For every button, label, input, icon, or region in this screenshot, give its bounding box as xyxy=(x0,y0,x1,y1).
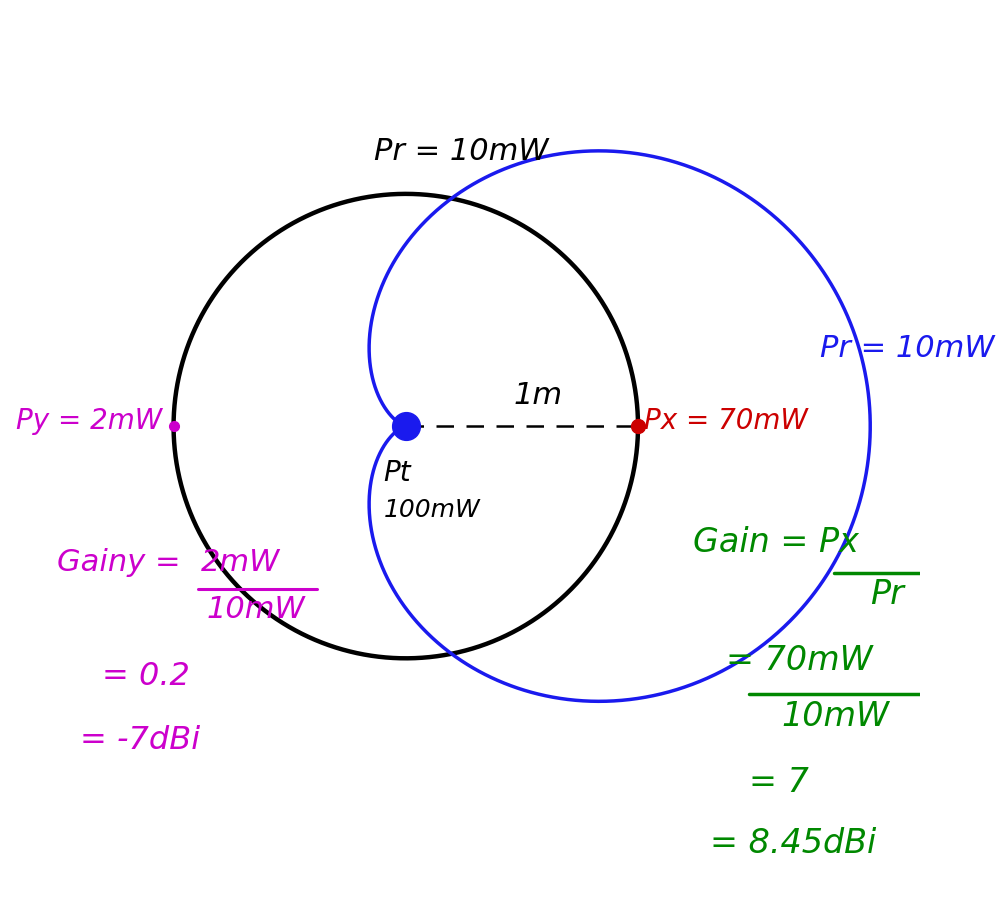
Text: Gain = Px: Gain = Px xyxy=(694,525,859,558)
Text: Gainy =: Gainy = xyxy=(57,547,191,577)
Text: Py = 2mW: Py = 2mW xyxy=(16,406,162,435)
Text: Pr: Pr xyxy=(870,578,904,611)
Text: = 0.2: = 0.2 xyxy=(102,661,190,692)
Text: = 70mW: = 70mW xyxy=(727,645,873,678)
Text: 1m: 1m xyxy=(514,381,563,410)
Text: 2mW: 2mW xyxy=(202,547,280,577)
Text: Pr = 10mW: Pr = 10mW xyxy=(821,334,995,363)
Text: Pr = 10mW: Pr = 10mW xyxy=(374,138,548,166)
Text: Px = 70mW: Px = 70mW xyxy=(643,406,807,435)
Text: Pt: Pt xyxy=(384,459,411,487)
Text: 10mW: 10mW xyxy=(782,700,890,733)
Text: = 7: = 7 xyxy=(749,766,808,799)
Text: 10mW: 10mW xyxy=(207,595,305,624)
Text: = -7dBi: = -7dBi xyxy=(80,724,200,756)
Text: 100mW: 100mW xyxy=(384,498,481,522)
Text: = 8.45dBi: = 8.45dBi xyxy=(710,827,876,860)
